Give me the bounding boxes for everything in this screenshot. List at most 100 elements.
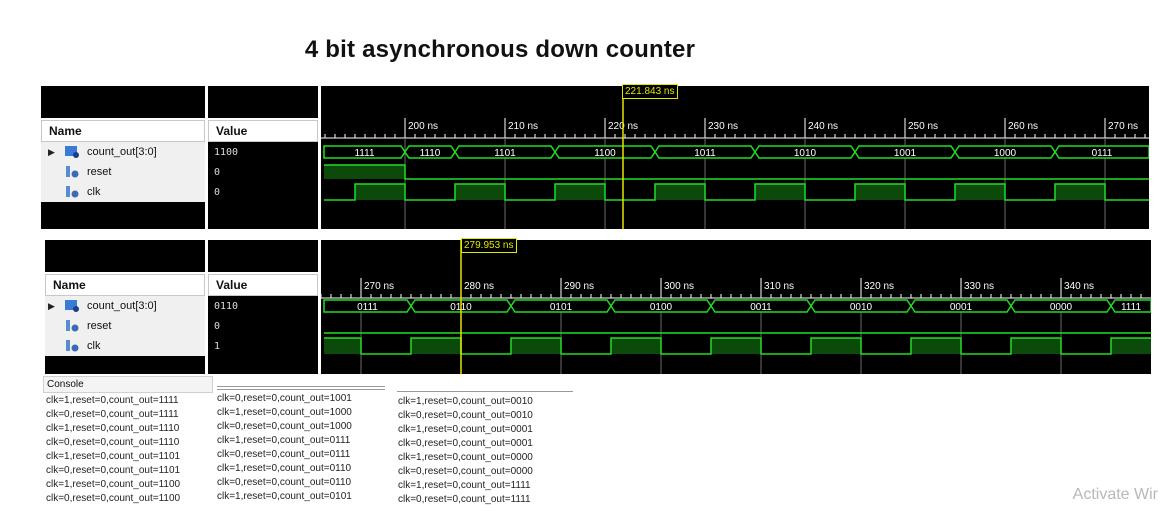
bus-value-label: 1111 — [1121, 302, 1141, 313]
signal-value: 1100 — [214, 147, 239, 158]
expand-arrow-icon[interactable]: ▶ — [48, 301, 55, 311]
signal-value: 1 — [214, 341, 221, 352]
signal-name-list: ▶ count_out[3:0] reset clk — [41, 142, 205, 202]
console-line: clk=1,reset=0,count_out=1111 — [398, 480, 531, 491]
bus-icon — [65, 146, 79, 158]
console-line: clk=0,reset=0,count_out=1100 — [46, 493, 181, 504]
clk-high-region — [911, 338, 961, 354]
cursor-time-label: 279.953 ns — [461, 238, 517, 253]
console-line: clk=1,reset=0,count_out=1110 — [46, 423, 180, 434]
signal-name-label: reset — [87, 166, 112, 178]
signal-row-reset[interactable]: reset — [45, 316, 205, 336]
signal-row-clk[interactable]: clk — [41, 182, 205, 202]
console-line: clk=1,reset=0,count_out=1111 — [46, 395, 179, 406]
name-column-header[interactable]: Name — [41, 120, 205, 142]
bus-value-label: 1110 — [420, 148, 441, 159]
waveform-view[interactable]: 270 ns 280 ns 290 ns 300 ns 310 ns 320 ns 330 … — [321, 240, 1151, 374]
bus-value-label: 0111 — [1092, 148, 1113, 159]
console-line: clk=1,reset=0,count_out=0111 — [217, 435, 351, 446]
ruler-tick-label: 230 ns — [708, 121, 738, 132]
clk-high-region — [1111, 338, 1151, 354]
clk-high-region — [755, 184, 805, 200]
ruler-tick-label: 240 ns — [808, 121, 838, 132]
console-line: clk=1,reset=0,count_out=0001 — [398, 424, 533, 435]
bus-value-label: 0100 — [650, 302, 673, 313]
signal-value: 0 — [214, 321, 221, 332]
bus-value-label: 1000 — [994, 148, 1017, 159]
signal-name-label: reset — [87, 320, 112, 332]
bus-value-label: 1101 — [494, 148, 516, 159]
clk-wave — [324, 183, 1149, 201]
value-toolbar — [208, 86, 318, 118]
clk-high-region — [355, 184, 405, 200]
clk-high-region — [1011, 338, 1061, 354]
console-line: clk=0,reset=0,count_out=0111 — [217, 449, 351, 460]
clk-high-region — [711, 338, 761, 354]
clk-high-region — [555, 184, 605, 200]
reset-wave — [324, 164, 1149, 180]
clk-high-region — [955, 184, 1005, 200]
waveform-canvas[interactable]: 270 ns 280 ns 290 ns 300 ns 310 ns 320 ns 330 … — [321, 240, 1151, 374]
clk-high-region — [511, 338, 561, 354]
signal-icon — [66, 320, 79, 332]
bus-value-label: 0010 — [850, 302, 873, 313]
signal-name-list: ▶ count_out[3:0] reset clk — [45, 296, 205, 356]
ruler-tick-label: 200 ns — [408, 121, 438, 132]
expand-arrow-icon[interactable]: ▶ — [48, 147, 55, 157]
signal-row-count-out[interactable]: ▶ count_out[3:0] — [41, 142, 205, 162]
signal-name-label: count_out[3:0] — [87, 146, 157, 158]
value-toolbar — [208, 240, 318, 272]
console-line: clk=1,reset=0,count_out=0101 — [217, 491, 352, 502]
console-line: clk=0,reset=0,count_out=1000 — [217, 421, 352, 432]
ruler-tick-label: 270 ns — [1108, 121, 1138, 132]
waveform-canvas[interactable]: 200 ns 210 ns 220 ns 230 ns 240 ns 250 ns 260 … — [321, 86, 1149, 229]
bus-value-label: 0111 — [357, 302, 378, 313]
divider — [217, 389, 385, 390]
console-line: clk=0,reset=0,count_out=0000 — [398, 466, 533, 477]
console-line: clk=1,reset=0,count_out=1100 — [46, 479, 181, 490]
ruler-tick-label: 280 ns — [464, 281, 494, 292]
clk-high-region — [855, 184, 905, 200]
ruler-tick-label: 210 ns — [508, 121, 538, 132]
signal-icon — [66, 186, 79, 198]
ruler-tick-label: 320 ns — [864, 281, 894, 292]
console-line: clk=1,reset=0,count_out=1000 — [217, 407, 352, 418]
console-line: clk=0,reset=0,count_out=1110 — [46, 437, 180, 448]
value-column-header[interactable]: Value — [208, 120, 318, 142]
console-line: clk=0,reset=0,count_out=1001 — [217, 393, 352, 404]
signal-row-clk[interactable]: clk — [45, 336, 205, 356]
console-tab[interactable]: Console — [43, 376, 213, 393]
signal-icon — [66, 340, 79, 352]
ruler-tick-label: 250 ns — [908, 121, 938, 132]
clk-high-region — [811, 338, 861, 354]
console-line: clk=0,reset=0,count_out=0010 — [398, 410, 533, 421]
ruler-tick-label: 340 ns — [1064, 281, 1094, 292]
bus-value-label: 1111 — [354, 148, 374, 159]
signal-name-label: clk — [87, 340, 101, 352]
clk-high-region — [655, 184, 705, 200]
signal-value-list: 1100 0 0 — [208, 142, 318, 229]
signal-value: 0 — [214, 167, 221, 178]
ruler-tick-label: 260 ns — [1008, 121, 1038, 132]
clk-high-region — [1055, 184, 1105, 200]
signal-value: 0110 — [214, 301, 239, 312]
bus-value-label: 1100 — [594, 148, 616, 159]
name-toolbar — [41, 86, 205, 118]
name-panel-empty — [45, 356, 205, 374]
value-column-header[interactable]: Value — [208, 274, 318, 296]
name-column-header[interactable]: Name — [45, 274, 205, 296]
waveform-view[interactable]: 200 ns 210 ns 220 ns 230 ns 240 ns 250 ns 260 … — [321, 86, 1149, 229]
clk-high-region — [455, 184, 505, 200]
bus-value-label: 1001 — [894, 148, 917, 159]
name-panel-empty — [41, 202, 205, 229]
ruler-tick-label: 330 ns — [964, 281, 994, 292]
signal-row-count-out[interactable]: ▶ count_out[3:0] — [45, 296, 205, 316]
console-line: clk=0,reset=0,count_out=0110 — [217, 477, 352, 488]
bus-segment — [1110, 299, 1151, 313]
reset-high-region — [324, 165, 405, 179]
bus-value-label: 0011 — [750, 302, 772, 313]
divider — [397, 391, 573, 392]
signal-row-reset[interactable]: reset — [41, 162, 205, 182]
ruler-tick-label: 290 ns — [564, 281, 594, 292]
signal-value: 0 — [214, 187, 221, 198]
